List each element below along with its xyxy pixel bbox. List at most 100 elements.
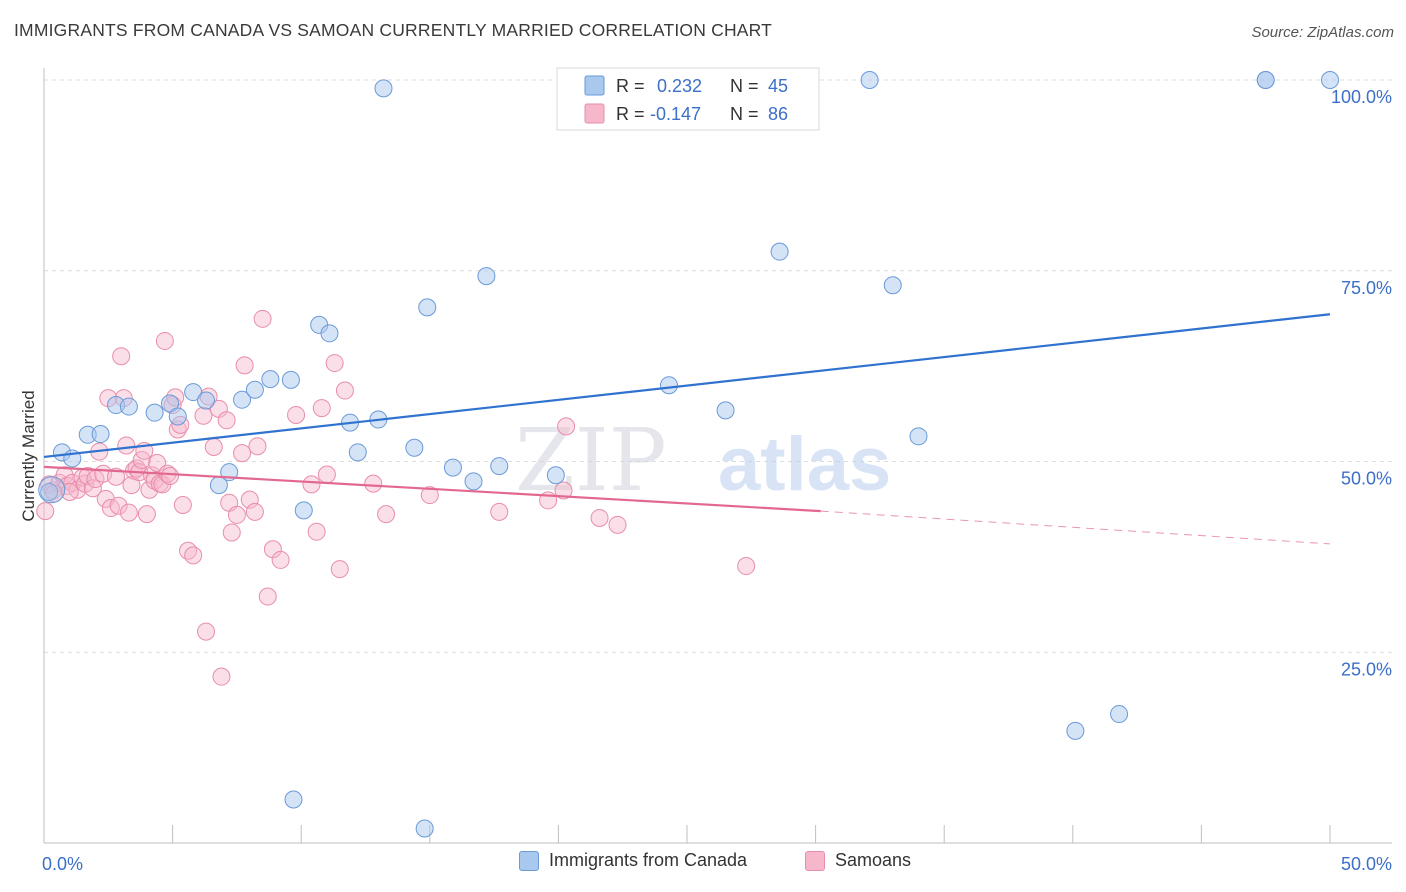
canada-trend-line xyxy=(43,313,1331,459)
grid-lines xyxy=(44,79,1392,653)
samoans-point-22 xyxy=(117,436,136,455)
canada-point-7 xyxy=(145,403,164,422)
samoans-point-44 xyxy=(173,495,192,514)
samoans-point-81 xyxy=(590,508,609,527)
samoans-point-20 xyxy=(112,347,131,366)
samoans-point-62 xyxy=(253,309,272,328)
stats-r-value-blue: 0.232 xyxy=(657,76,702,96)
samoans-point-65 xyxy=(271,550,290,569)
samoans-point-75 xyxy=(377,505,396,524)
legend-swatch-canada xyxy=(519,850,539,871)
legend-item-canada: Immigrants from Canada xyxy=(519,850,747,871)
samoans-point-18 xyxy=(107,467,126,486)
canada-point-37 xyxy=(860,71,879,89)
samoans-point-73 xyxy=(335,381,354,400)
canada-point-34 xyxy=(659,376,678,395)
trend-lines xyxy=(43,313,1331,545)
samoans-points xyxy=(36,309,756,686)
canada-point-18 xyxy=(284,790,303,809)
chart-title: IMMIGRANTS FROM CANADA VS SAMOAN CURRENT… xyxy=(14,20,773,40)
canada-point-17 xyxy=(281,370,300,389)
y-axis-label: Currently Married xyxy=(19,390,38,521)
canada-point-40 xyxy=(1066,721,1085,740)
canada-point-19 xyxy=(294,501,313,520)
axes xyxy=(43,68,1392,844)
x-tick-label-1: 50.0% xyxy=(1341,854,1392,874)
canada-point-38 xyxy=(883,276,902,295)
stats-n-value-blue: 45 xyxy=(768,76,788,96)
canada-point-35 xyxy=(716,401,735,420)
samoans-point-77 xyxy=(490,502,509,521)
canada-point-15 xyxy=(245,380,264,399)
samoans-point-53 xyxy=(217,411,236,430)
stats-legend: R = 0.232 N = 45 R = -0.147 N = 86 xyxy=(556,67,820,131)
samoans-trend-line xyxy=(43,465,821,513)
canada-point-30 xyxy=(464,472,483,491)
legend-label-samoans: Samoans xyxy=(835,850,912,870)
samoans-point-0 xyxy=(36,502,55,521)
y-tick-label-0: 25.0% xyxy=(1341,659,1392,679)
samoans-point-82 xyxy=(608,515,627,534)
canada-point-43 xyxy=(1256,71,1275,89)
canada-point-27 xyxy=(415,819,434,838)
samoans-point-83 xyxy=(737,557,756,576)
legend-label-canada: Immigrants from Canada xyxy=(549,850,748,870)
samoans-point-80 xyxy=(557,417,576,436)
watermark-atlas: atlas xyxy=(718,422,891,507)
y-tick-label-1: 50.0% xyxy=(1341,469,1392,489)
samoans-point-76 xyxy=(420,486,439,505)
samoans-point-37 xyxy=(155,331,174,350)
source-note: Source: ZipAtlas.com xyxy=(1251,24,1394,41)
canada-point-31 xyxy=(477,267,496,286)
canada-point-26 xyxy=(405,438,424,457)
stats-n-label-pink: N = xyxy=(730,104,759,124)
samoans-point-69 xyxy=(312,399,331,418)
canada-point-29 xyxy=(443,458,462,477)
samoans-point-48 xyxy=(197,622,216,641)
samoans-point-74 xyxy=(364,474,383,493)
y-tick-label-3: 100.0% xyxy=(1331,87,1392,107)
samoans-point-70 xyxy=(317,465,336,484)
tick-labels: 25.0% 50.0% 75.0% 100.0% 0.0% 50.0% xyxy=(42,87,1392,874)
canada-points xyxy=(38,71,1339,838)
canada-point-32 xyxy=(490,457,509,476)
stats-n-label-blue: N = xyxy=(730,76,759,96)
samoans-point-71 xyxy=(325,354,344,373)
samoans-point-67 xyxy=(302,475,321,494)
samoans-point-30 xyxy=(137,505,156,524)
stats-swatch-pink xyxy=(584,103,605,124)
samoans-point-50 xyxy=(204,438,223,457)
samoans-point-46 xyxy=(184,546,203,565)
canada-point-36 xyxy=(770,242,789,261)
canada-point-11 xyxy=(197,391,216,410)
canada-point-28 xyxy=(418,298,437,317)
canada-point-25 xyxy=(374,79,393,98)
samoans-point-68 xyxy=(307,522,326,541)
canada-point-33 xyxy=(546,466,565,485)
stats-swatch-blue xyxy=(584,75,605,96)
samoans-point-60 xyxy=(245,502,264,521)
canada-point-6 xyxy=(119,397,138,416)
canada-point-41 xyxy=(1110,705,1129,724)
stats-r-label-blue: R = xyxy=(616,76,645,96)
watermark: ZIP atlas xyxy=(515,411,891,511)
stats-n-value-pink: 86 xyxy=(768,104,788,124)
x-tick-label-0: 0.0% xyxy=(42,854,83,874)
samoans-point-61 xyxy=(248,437,267,456)
canada-point-14 xyxy=(233,390,252,409)
stats-r-value-pink: -0.147 xyxy=(650,104,701,124)
canada-point-44 xyxy=(1321,71,1339,89)
samoans-point-23 xyxy=(119,503,138,522)
legend-swatch-samoans xyxy=(805,850,825,871)
samoans-point-47 xyxy=(194,406,213,425)
samoans-point-58 xyxy=(235,356,254,375)
canada-point-10 xyxy=(184,383,203,402)
canada-point-39 xyxy=(909,427,928,446)
samoans-trend-extension xyxy=(820,510,1331,545)
series-legend: Immigrants from Canada Samoans xyxy=(0,850,1406,880)
samoans-point-19 xyxy=(109,496,128,515)
samoans-point-66 xyxy=(287,405,306,424)
canada-point-4 xyxy=(91,425,110,444)
canada-point-23 xyxy=(348,443,367,462)
samoans-point-39 xyxy=(161,466,180,485)
